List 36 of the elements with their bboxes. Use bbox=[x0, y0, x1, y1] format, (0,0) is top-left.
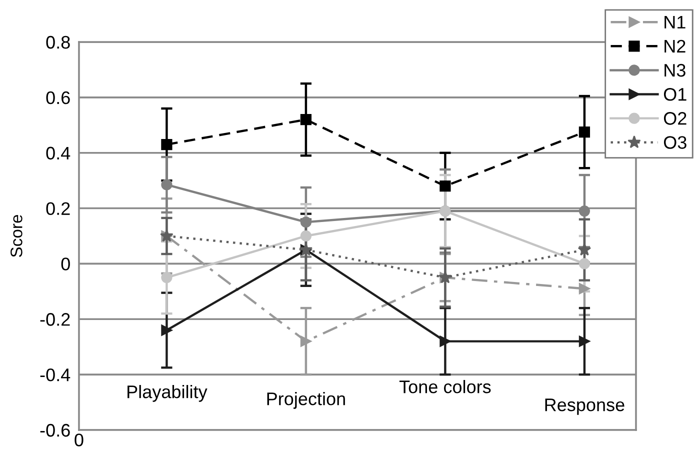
point bbox=[300, 216, 312, 228]
point bbox=[161, 138, 172, 150]
y-tick-label: -0.4 bbox=[40, 368, 70, 382]
legend-label: O3 bbox=[664, 136, 686, 149]
y-tick-label: -0.2 bbox=[40, 313, 70, 326]
y-tick-label: -0.6 bbox=[40, 424, 70, 437]
point bbox=[578, 242, 592, 256]
point bbox=[578, 205, 590, 217]
point bbox=[440, 336, 451, 347]
x-tick-label: Playability bbox=[128, 384, 208, 402]
legend-label: N3 bbox=[664, 64, 686, 77]
x-tick-label: Tone colors bbox=[399, 380, 491, 394]
y-tick-label: 0.2 bbox=[46, 202, 70, 215]
point bbox=[300, 336, 312, 347]
y-tick-label: 0.4 bbox=[46, 146, 70, 160]
point bbox=[300, 114, 312, 126]
x-tick-label: Projection bbox=[267, 392, 345, 409]
point bbox=[578, 283, 590, 294]
legend-label: N1 bbox=[664, 16, 686, 28]
x-tick-label: Response bbox=[545, 398, 624, 415]
text: 0 bbox=[74, 434, 84, 446]
legend-label: N2 bbox=[664, 40, 686, 52]
legend-label: O2 bbox=[664, 112, 686, 125]
point bbox=[161, 324, 172, 336]
y-tick-label: 0.6 bbox=[46, 91, 70, 104]
legend-label: O1 bbox=[664, 88, 686, 101]
point bbox=[578, 258, 590, 270]
y-axis-title: Score bbox=[10, 214, 22, 257]
point bbox=[300, 230, 312, 242]
point bbox=[440, 180, 451, 192]
point bbox=[161, 179, 172, 190]
point bbox=[161, 272, 172, 284]
point bbox=[578, 126, 590, 138]
y-tick-label: 0.8 bbox=[46, 36, 70, 49]
point bbox=[578, 336, 590, 347]
y-tick-label: 0 bbox=[61, 258, 70, 270]
